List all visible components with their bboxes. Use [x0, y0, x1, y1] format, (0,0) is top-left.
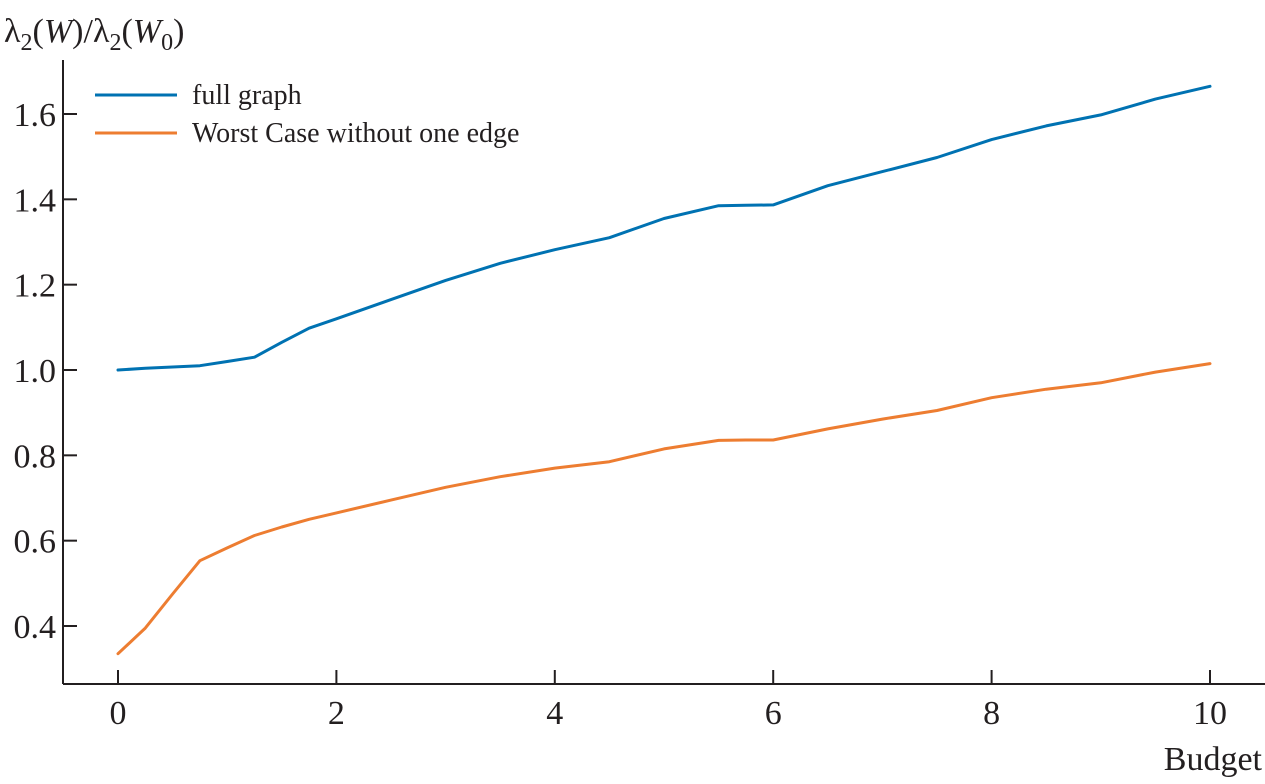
x-tick-label: 4: [546, 695, 563, 732]
y-tick-label: 1.2: [14, 268, 57, 305]
series-line-2: [116, 362, 1212, 656]
x-tick-label: 8: [983, 695, 1000, 732]
y-tick-label: 1.6: [14, 97, 57, 134]
legend-label: full graph: [192, 80, 302, 111]
y-tick-label: 0.8: [14, 438, 57, 475]
x-tick-label: 10: [1193, 695, 1227, 732]
y-tick-label: 0.6: [14, 524, 57, 561]
x-tick-label: 2: [328, 695, 345, 732]
series-line-1: [116, 84, 1212, 372]
x-tick-label: 0: [110, 695, 127, 732]
legend: full graph Worst Case without one edge: [95, 80, 519, 149]
y-axis-label: λ2(W)/λ2(W0): [4, 13, 184, 56]
y-tick-label: 1.0: [14, 353, 57, 390]
x-tick-label: 6: [765, 695, 782, 732]
y-tick-label: 0.4: [14, 609, 57, 646]
y-ticks: 0.4 0.6 0.8 1.0 1.2 1.4 1.6: [14, 97, 77, 646]
legend-label: Worst Case without one edge: [192, 118, 519, 149]
x-axis-label: Budget: [1164, 741, 1263, 778]
series-group: [116, 84, 1212, 656]
x-ticks: 0 2 4 6 8 10: [110, 670, 1227, 732]
y-tick-label: 1.4: [14, 182, 57, 219]
